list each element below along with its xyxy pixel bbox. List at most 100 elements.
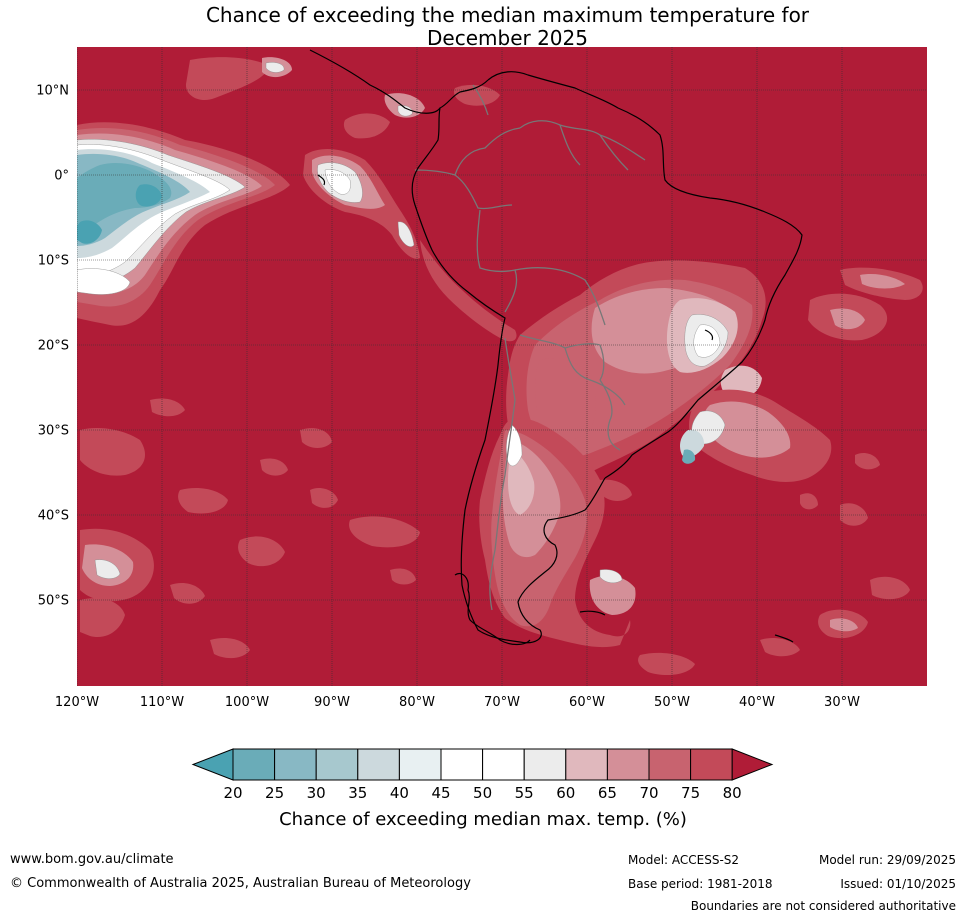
colorbar-low-extend (191, 748, 234, 781)
lon-label: 60°W (569, 695, 605, 710)
probability-contour (178, 488, 228, 514)
probability-contour (343, 113, 390, 139)
coastline-pacific (411, 107, 521, 643)
probability-contour (135, 184, 162, 207)
lat-label: 30°S (38, 424, 69, 439)
probability-contour (855, 453, 880, 470)
probability-contour (210, 638, 250, 659)
probability-contour (170, 583, 205, 604)
colorbar-tick-label: 55 (515, 784, 534, 802)
colorbar-tick-label: 40 (390, 784, 409, 802)
lat-label: 40°S (38, 509, 69, 524)
probability-contour (870, 576, 910, 600)
map-area (77, 47, 927, 686)
map-title-line1: Chance of exceeding the median maximum t… (205, 3, 810, 27)
colorbar-segment (274, 748, 317, 781)
border-line (514, 267, 606, 326)
coastline-lake (704, 329, 714, 341)
lon-label: 30°W (824, 695, 860, 710)
probability-contour (397, 105, 413, 117)
border-line (414, 169, 513, 210)
probability-contour (265, 62, 285, 73)
probability-contour (77, 220, 102, 244)
border-line (519, 120, 646, 161)
coastline-galapagos (317, 174, 326, 186)
probability-contour (310, 488, 338, 508)
coastline-falklands (579, 610, 606, 616)
lat-label: 10°N (36, 84, 69, 99)
probability-contour (324, 169, 351, 195)
probability-contour (150, 398, 185, 417)
colorbar-segment (565, 748, 608, 781)
colorbar-segment (232, 748, 276, 781)
colorbar-tick-label: 50 (473, 784, 492, 802)
probability-contour (599, 569, 623, 584)
colorbar-title: Chance of exceeding median max. temp. (%… (279, 809, 687, 830)
probability-contour (94, 559, 121, 579)
coastline-south-georgia (774, 634, 794, 643)
lon-label: 100°W (225, 695, 269, 710)
probability-contour (80, 428, 145, 476)
border-line (489, 337, 516, 611)
probability-contour (420, 240, 517, 342)
website-link[interactable]: www.bom.gov.au/climate (10, 852, 174, 867)
pacific-west-anomaly (77, 57, 292, 326)
border-line (454, 127, 521, 176)
probability-contour (238, 536, 285, 567)
probability-contour (830, 618, 858, 632)
probability-contour (600, 479, 632, 501)
colorbar-segment (440, 748, 484, 781)
probability-contour (397, 221, 415, 247)
probability-contour (638, 652, 695, 676)
issued-date: Issued: 01/10/2025 (840, 877, 956, 891)
probability-contour (260, 458, 288, 476)
southern-cone-anomaly (479, 418, 636, 648)
lon-label: 70°W (484, 695, 520, 710)
lon-label: 90°W (314, 695, 350, 710)
country-borders (414, 84, 646, 611)
colorbar: 20 25 30 35 40 45 50 55 60 65 70 75 80 C… (191, 748, 774, 830)
andes-coastal-anomaly (420, 240, 517, 342)
lon-label: 50°W (654, 695, 690, 710)
probability-contour (185, 57, 270, 101)
colorbar-tick-label: 35 (348, 784, 367, 802)
model-name: Model: ACCESS-S2 (628, 853, 740, 867)
lon-label: 80°W (399, 695, 435, 710)
border-line (599, 134, 629, 171)
colorbar-tick-label: 65 (598, 784, 617, 802)
probability-contour (349, 516, 420, 548)
colorbar-tick-label: 30 (307, 784, 326, 802)
border-line (599, 379, 621, 451)
map-title-line2: December 2025 (427, 26, 588, 50)
probability-contour (535, 358, 596, 440)
colorbar-segment (690, 748, 733, 781)
colorbar-segment (315, 748, 359, 781)
lat-label: 10°S (38, 254, 69, 269)
probability-contour (390, 568, 416, 585)
boundaries-disclaimer: Boundaries are not considered authoritat… (690, 899, 956, 913)
border-line (472, 84, 489, 116)
lon-label: 120°W (55, 695, 99, 710)
base-period: Base period: 1981-2018 (628, 877, 773, 891)
map-title: Chance of exceeding the median maximum t… (0, 4, 965, 50)
probability-contour (703, 401, 791, 458)
border-line (559, 124, 581, 166)
colorbar-high-extend (731, 748, 774, 781)
border-line (564, 343, 605, 381)
border-line (476, 209, 518, 313)
colorbar-segment (482, 748, 525, 781)
colorbar-segment (648, 748, 692, 781)
colorbar-tick-label: 80 (723, 784, 742, 802)
latitude-labels: 10°N 0° 10°S 20°S 30°S 40°S 50°S (36, 84, 69, 609)
probability-contour (760, 638, 800, 657)
probability-contour (860, 274, 905, 289)
probability-contour (300, 428, 332, 448)
colorbar-tick-label: 70 (639, 784, 658, 802)
colorbar-tick-label: 45 (431, 784, 450, 802)
colorbar-segment (606, 748, 650, 781)
probability-contour (589, 575, 636, 615)
lat-label: 0° (54, 169, 69, 184)
colorbar-tick-label: 20 (223, 784, 242, 802)
probability-contour (693, 324, 721, 358)
